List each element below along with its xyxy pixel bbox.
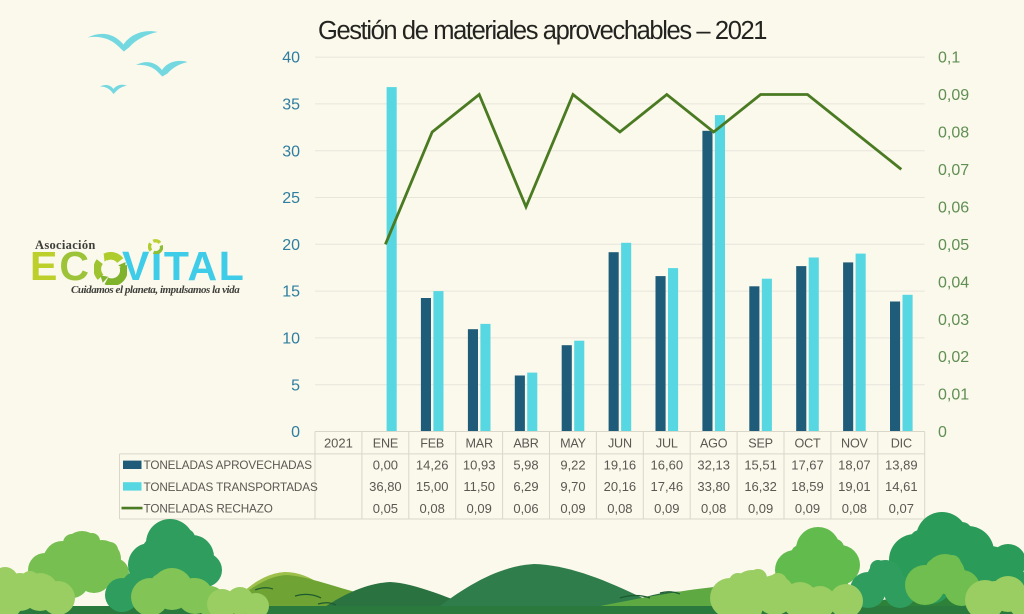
svg-text:JUL: JUL bbox=[656, 436, 678, 450]
svg-text:32,13: 32,13 bbox=[697, 457, 730, 472]
svg-text:10,93: 10,93 bbox=[463, 457, 496, 472]
svg-text:16,60: 16,60 bbox=[651, 457, 684, 472]
svg-text:TONELADAS RECHAZO: TONELADAS RECHAZO bbox=[144, 502, 273, 515]
svg-text:17,67: 17,67 bbox=[791, 457, 824, 472]
svg-text:0,09: 0,09 bbox=[654, 501, 679, 516]
svg-text:0,08: 0,08 bbox=[938, 125, 969, 142]
svg-text:14,26: 14,26 bbox=[416, 457, 449, 472]
svg-text:0,04: 0,04 bbox=[938, 274, 969, 291]
svg-text:AGO: AGO bbox=[700, 436, 728, 450]
svg-text:19,16: 19,16 bbox=[604, 457, 637, 472]
svg-text:33,80: 33,80 bbox=[697, 479, 730, 494]
svg-text:0,09: 0,09 bbox=[938, 87, 969, 104]
svg-text:19,01: 19,01 bbox=[838, 479, 871, 494]
svg-text:0,05: 0,05 bbox=[938, 237, 969, 254]
svg-text:0,09: 0,09 bbox=[795, 501, 820, 516]
svg-text:2021: 2021 bbox=[324, 435, 353, 450]
svg-text:0,00: 0,00 bbox=[373, 457, 398, 472]
svg-text:18,07: 18,07 bbox=[838, 457, 871, 472]
svg-text:15,51: 15,51 bbox=[744, 457, 777, 472]
svg-text:0,06: 0,06 bbox=[513, 501, 538, 516]
svg-text:0,1: 0,1 bbox=[938, 50, 960, 67]
svg-text:30: 30 bbox=[282, 143, 300, 160]
svg-text:0,02: 0,02 bbox=[938, 349, 969, 366]
svg-text:0,07: 0,07 bbox=[938, 162, 969, 179]
svg-text:0,09: 0,09 bbox=[748, 501, 773, 516]
svg-text:TONELADAS TRANSPORTADAS: TONELADAS TRANSPORTADAS bbox=[144, 481, 318, 494]
svg-text:17,46: 17,46 bbox=[651, 479, 684, 494]
svg-text:6,29: 6,29 bbox=[513, 479, 538, 494]
svg-text:15: 15 bbox=[282, 284, 300, 301]
svg-text:0,06: 0,06 bbox=[938, 200, 969, 217]
svg-text:0,09: 0,09 bbox=[467, 501, 492, 516]
svg-text:0,07: 0,07 bbox=[889, 501, 914, 516]
svg-text:0,01: 0,01 bbox=[938, 387, 969, 404]
svg-text:0: 0 bbox=[938, 424, 947, 441]
svg-text:20,16: 20,16 bbox=[604, 479, 637, 494]
svg-text:0,08: 0,08 bbox=[701, 501, 726, 516]
svg-text:25: 25 bbox=[282, 190, 300, 207]
svg-text:0,03: 0,03 bbox=[938, 312, 969, 329]
svg-text:15,00: 15,00 bbox=[416, 479, 449, 494]
svg-text:14,61: 14,61 bbox=[885, 479, 918, 494]
svg-text:0,08: 0,08 bbox=[420, 501, 445, 516]
svg-text:10: 10 bbox=[282, 331, 300, 348]
svg-text:9,70: 9,70 bbox=[560, 479, 585, 494]
svg-text:0,09: 0,09 bbox=[560, 501, 585, 516]
svg-text:MAR: MAR bbox=[466, 436, 493, 450]
svg-text:16,32: 16,32 bbox=[744, 479, 777, 494]
svg-text:JUN: JUN bbox=[608, 436, 632, 450]
svg-text:TONELADAS APROVECHADAS: TONELADAS APROVECHADAS bbox=[144, 459, 313, 472]
svg-text:20: 20 bbox=[282, 237, 300, 254]
svg-text:0,08: 0,08 bbox=[842, 501, 867, 516]
svg-text:9,22: 9,22 bbox=[560, 457, 585, 472]
svg-text:0,08: 0,08 bbox=[607, 501, 632, 516]
svg-text:NOV: NOV bbox=[841, 436, 868, 450]
svg-text:0,05: 0,05 bbox=[373, 501, 398, 516]
svg-text:DIC: DIC bbox=[891, 436, 912, 450]
svg-text:0: 0 bbox=[291, 424, 300, 441]
svg-text:35: 35 bbox=[282, 97, 300, 114]
svg-text:5: 5 bbox=[291, 377, 300, 394]
svg-text:40: 40 bbox=[282, 50, 300, 67]
svg-text:5,98: 5,98 bbox=[513, 457, 538, 472]
svg-text:36,80: 36,80 bbox=[369, 479, 402, 494]
svg-text:SEP: SEP bbox=[748, 436, 773, 450]
svg-text:ENE: ENE bbox=[373, 436, 398, 450]
svg-text:MAY: MAY bbox=[560, 436, 587, 450]
svg-text:11,50: 11,50 bbox=[463, 479, 495, 494]
svg-text:13,89: 13,89 bbox=[885, 457, 918, 472]
svg-text:ABR: ABR bbox=[513, 436, 538, 450]
svg-text:OCT: OCT bbox=[795, 436, 821, 450]
svg-text:FEB: FEB bbox=[420, 436, 444, 450]
svg-text:18,59: 18,59 bbox=[791, 479, 824, 494]
